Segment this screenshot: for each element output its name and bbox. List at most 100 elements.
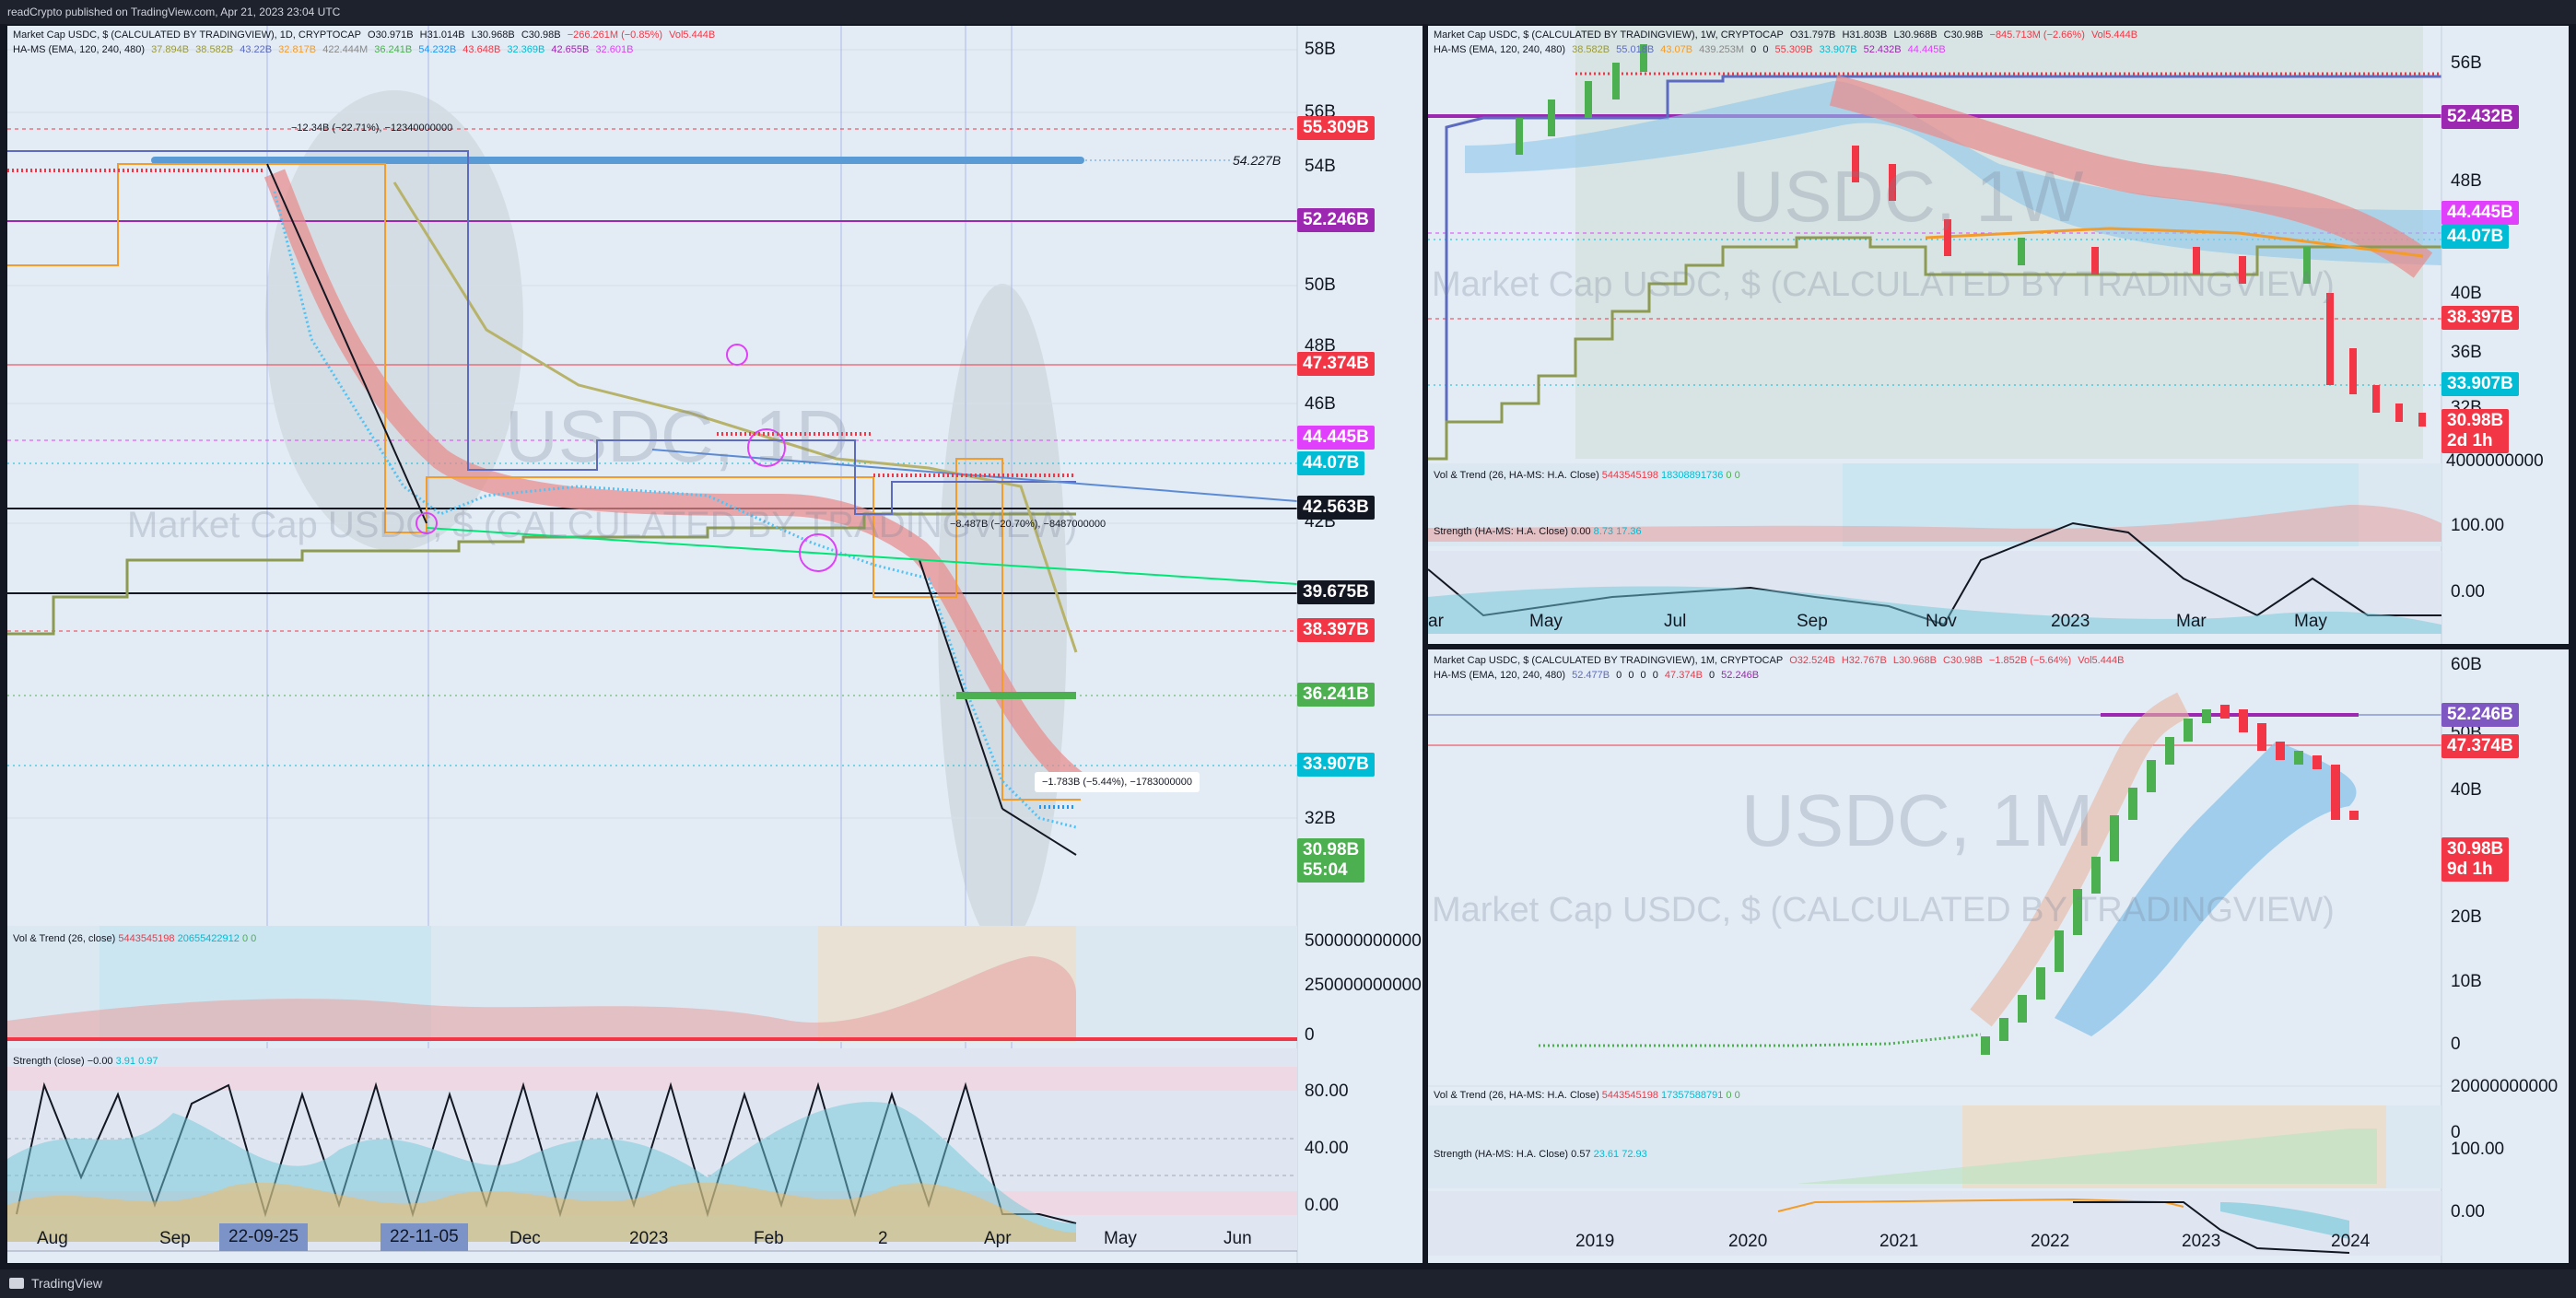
date-badge: 22-11-05	[381, 1223, 468, 1251]
marker-circle-2	[726, 344, 748, 366]
publish-header-text: readCrypto published on TradingView.com,…	[7, 6, 341, 18]
price-tag: 52.432B	[2441, 105, 2519, 129]
monthly-legend-hams: HA-MS (EMA, 120, 240, 480) 52.477B 0 0 0…	[1434, 670, 1760, 681]
ytick: 10B	[2451, 972, 2482, 991]
monthly-chart-svg[interactable]	[1428, 649, 2569, 1263]
last-price-tag: 30.98B 9d 1h	[2441, 837, 2510, 882]
daily-legend-hams: HA-MS (EMA, 120, 240, 480) 37.894B 38.58…	[13, 44, 637, 55]
legend-open: O30.971B	[368, 29, 414, 41]
monthly-legend-main: Market Cap USDC, $ (CALCULATED BY TRADIN…	[1434, 655, 2125, 666]
hams-value: 32.601B	[595, 44, 634, 55]
legend-close: C30.98B	[521, 29, 561, 41]
watermark-description: Market Cap USDC, $ (CALCULATED BY TRADIN…	[127, 505, 1078, 545]
weekly-legend-main: Market Cap USDC, $ (CALCULATED BY TRADIN…	[1434, 29, 2138, 41]
date-badge: 22-09-25	[219, 1223, 309, 1251]
line-label: 54.227B	[1233, 153, 1282, 168]
ytick: 56B	[2451, 53, 2482, 73]
ytick: 40B	[2451, 284, 2482, 303]
xtick: May	[2294, 612, 2327, 631]
monthly-chart-panel[interactable]: Market Cap USDC, $ (CALCULATED BY TRADIN…	[1428, 649, 2569, 1263]
xtick: ar	[1428, 612, 1444, 631]
watermark-symbol: USDC, 1W	[1732, 156, 2084, 237]
xtick: 2023	[629, 1229, 669, 1248]
xtick: Aug	[37, 1229, 68, 1248]
hams-title: HA-MS (EMA, 120, 240, 480)	[13, 44, 146, 55]
measure-label-1: −12.34B (−22.71%), −12340000000	[291, 123, 453, 134]
watermark-symbol: USDC, 1D	[505, 395, 849, 477]
xtick: 2023	[2182, 1232, 2221, 1251]
xtick: Apr	[984, 1229, 1012, 1248]
price-tag: 52.246B	[2441, 703, 2519, 727]
ytick: 36B	[2451, 343, 2482, 362]
xtick: Mar	[2176, 612, 2207, 631]
strength-axis-tick: 80.00	[1305, 1082, 1349, 1101]
daily-legend-main: Market Cap USDC, $ (CALCULATED BY TRADIN…	[13, 29, 719, 41]
strength-axis-tick: 0.00	[2451, 582, 2485, 602]
xtick: May	[1529, 612, 1563, 631]
vol-legend: Vol & Trend (26, HA-MS: H.A. Close) 5443…	[1434, 470, 1740, 481]
xtick: 2022	[2031, 1232, 2070, 1251]
weekly-legend-hams: HA-MS (EMA, 120, 240, 480) 38.582B 55.01…	[1434, 44, 1946, 55]
daily-chart-panel[interactable]: Market Cap USDC, $ (CALCULATED BY TRADIN…	[7, 26, 1423, 1263]
publish-header: readCrypto published on TradingView.com,…	[0, 0, 2576, 24]
weekly-chart-panel[interactable]: Market Cap USDC, $ (CALCULATED BY TRADIN…	[1428, 26, 2569, 644]
legend-volume: Vol5.444B	[669, 29, 716, 41]
daily-chart-svg[interactable]	[7, 26, 1423, 1263]
hams-value: 37.894B	[151, 44, 190, 55]
xtick: Feb	[754, 1229, 784, 1248]
price-tag: 44.07B	[1297, 451, 1365, 475]
strength-legend: Strength (close) −0.00 3.91 0.97	[13, 1056, 158, 1067]
legend-low: L30.968B	[471, 29, 515, 41]
ha-step-line	[1428, 236, 2441, 461]
xtick: May	[1104, 1229, 1137, 1248]
price-tag: 33.907B	[1297, 753, 1375, 777]
vol-legend: Vol & Trend (26, HA-MS: H.A. Close) 5443…	[1434, 1090, 1740, 1101]
marker-circle-3	[747, 428, 786, 467]
ytick: 58B	[1305, 40, 1336, 59]
price-tag: 44.445B	[1297, 426, 1375, 450]
xtick: Jun	[1224, 1229, 1252, 1248]
strength-axis-tick: 100.00	[2451, 516, 2505, 535]
watermark-description: Market Cap USDC, $ (CALCULATED BY TRADIN…	[1432, 891, 2335, 930]
ha-blue-line	[7, 150, 1076, 515]
price-tag: 52.246B	[1297, 208, 1375, 232]
ytick: 48B	[1305, 336, 1336, 356]
monthly-candles	[1981, 705, 2359, 1055]
xtick: 2024	[2331, 1232, 2371, 1251]
ha-orange-line	[7, 163, 1081, 801]
weekly-candles	[1516, 44, 2426, 427]
legend-title: Market Cap USDC, $ (CALCULATED BY TRADIN…	[13, 29, 361, 41]
last-price-value: 30.98B	[1303, 840, 1360, 859]
weekly-chart-svg[interactable]	[1428, 26, 2569, 644]
xtick: Sep	[159, 1229, 191, 1248]
price-tag: 47.374B	[2441, 734, 2519, 758]
xtick: 2023	[2051, 612, 2090, 631]
last-price-tag: 30.98B 2d 1h	[2441, 409, 2510, 453]
hams-value: 43.22B	[240, 44, 273, 55]
ema-ribbon	[263, 169, 1083, 790]
price-tag: 38.397B	[1297, 618, 1375, 642]
marker-circle-4	[799, 533, 837, 572]
hams-value: 422.444M	[322, 44, 369, 55]
ytick: 60B	[2451, 655, 2482, 674]
strength-legend: Strength (HA-MS: H.A. Close) 0.57 23.61 …	[1434, 1149, 1647, 1160]
price-tag: 47.374B	[1297, 352, 1375, 376]
price-tag: 33.907B	[2441, 372, 2519, 396]
ytick: 32B	[1305, 809, 1336, 828]
xtick: Jul	[1664, 612, 1687, 631]
ha-step-line	[7, 512, 1076, 636]
vol-axis-tick: 500000000000	[1305, 931, 1422, 951]
last-price-tag: 30.98B 55:04	[1297, 838, 1365, 883]
vol-legend: Vol & Trend (26, close) 5443545198 20655…	[13, 933, 257, 944]
vol-axis-tick: 250000000000	[1305, 976, 1422, 995]
tradingview-logo-icon	[9, 1278, 24, 1289]
strength-pane	[1428, 1191, 2441, 1256]
legend-high: H31.014B	[419, 29, 465, 41]
xtick: 2019	[1575, 1232, 1615, 1251]
marker-circle-1	[416, 512, 438, 534]
measure-label-2: −8.487B (−20.70%), −8487000000	[950, 519, 1107, 530]
price-tag: 38.397B	[2441, 306, 2519, 330]
price-tag: 39.675B	[1297, 580, 1375, 604]
vol-axis-tick: 20000000000	[2451, 1077, 2558, 1096]
xtick: Sep	[1797, 612, 1828, 631]
